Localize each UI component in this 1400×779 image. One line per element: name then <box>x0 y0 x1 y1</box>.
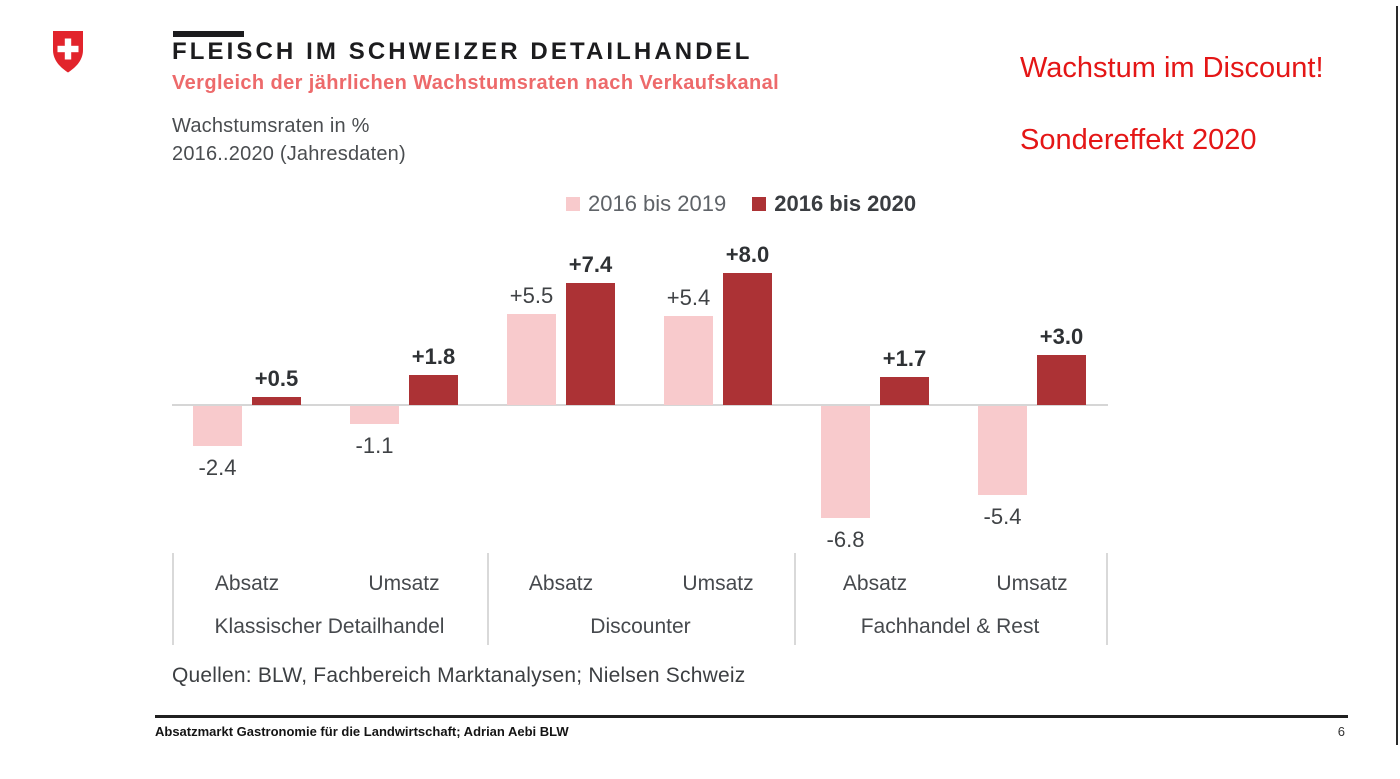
bar-2016-bis-2019-umsatz-3 <box>664 316 713 405</box>
group-label-1: Discounter <box>590 615 691 638</box>
group-divider-3 <box>1106 553 1108 645</box>
bar-value-label: -6.8 <box>826 527 865 552</box>
category-label-umsatz-1: Umsatz <box>368 572 440 595</box>
bar-2016-bis-2020-umsatz-1 <box>409 375 458 405</box>
group-label-0: Klassischer Detailhandel <box>214 615 445 638</box>
page-subtitle: Vergleich der jährlichen Wachstumsraten … <box>172 72 780 94</box>
page-title: FLEISCH IM SCHWEIZER DETAILHANDEL <box>172 38 753 65</box>
category-label-absatz-4: Absatz <box>842 572 908 595</box>
bar-value-label: +1.7 <box>882 346 927 371</box>
bar-2016-bis-2019-umsatz-1 <box>350 406 399 424</box>
y-axis-note: Wachstumsraten in % 2016..2020 (Jahresda… <box>172 112 406 168</box>
bar-value-label: -1.1 <box>355 433 394 458</box>
swiss-coat-of-arms-logo <box>49 29 87 75</box>
group-divider-0 <box>172 553 174 645</box>
category-label-absatz-2: Absatz <box>528 572 594 595</box>
legend-item-2016-2019: 2016 bis 2019 <box>566 191 726 217</box>
page-number: 6 <box>1337 724 1345 739</box>
y-axis-note-line2: 2016..2020 (Jahresdaten) <box>172 143 406 165</box>
right-edge-border <box>1396 6 1398 745</box>
group-divider-2 <box>794 553 796 645</box>
legend-swatch-2016-2019 <box>566 197 580 211</box>
bar-2016-bis-2019-absatz-2 <box>507 314 556 405</box>
category-label-umsatz-5: Umsatz <box>996 572 1068 595</box>
bar-value-label: +5.5 <box>509 283 554 308</box>
source-note: Quellen: BLW, Fachbereich Marktanalysen;… <box>172 664 746 687</box>
bar-2016-bis-2020-absatz-4 <box>880 377 929 405</box>
annotation-wachstum-im-discount: Wachstum im Discount! <box>1020 52 1324 84</box>
legend-item-2016-2020: 2016 bis 2020 <box>752 191 916 217</box>
title-accent-bar <box>173 31 244 37</box>
group-label-2: Fachhandel & Rest <box>860 615 1040 638</box>
annotation-sondereffekt-2020: Sondereffekt 2020 <box>1020 124 1257 156</box>
bar-value-label: +1.8 <box>411 344 456 369</box>
chart-legend: 2016 bis 2019 2016 bis 2020 <box>566 191 916 217</box>
bar-value-label: +3.0 <box>1039 324 1084 349</box>
legend-swatch-2016-2020 <box>752 197 767 211</box>
swiss-cross-icon <box>53 31 83 73</box>
bar-2016-bis-2019-absatz-4 <box>821 406 870 518</box>
bar-value-label: +8.0 <box>725 242 770 267</box>
y-axis-note-line1: Wachstumsraten in % <box>172 115 370 137</box>
bar-value-label: +0.5 <box>254 366 299 391</box>
bar-value-label: -2.4 <box>198 455 237 480</box>
category-label-umsatz-3: Umsatz <box>682 572 754 595</box>
legend-label-2016-2019: 2016 bis 2019 <box>588 191 727 216</box>
bar-2016-bis-2020-absatz-0 <box>252 397 301 405</box>
bar-value-label: -5.4 <box>983 504 1022 529</box>
bar-2016-bis-2020-umsatz-3 <box>723 273 772 405</box>
group-divider-1 <box>487 553 489 645</box>
category-label-absatz-0: Absatz <box>214 572 280 595</box>
legend-label-2016-2020: 2016 bis 2020 <box>774 191 917 216</box>
footer-rule <box>155 715 1348 718</box>
bar-value-label: +5.4 <box>666 285 711 310</box>
bar-2016-bis-2020-umsatz-5 <box>1037 355 1086 405</box>
bar-2016-bis-2019-umsatz-5 <box>978 406 1027 495</box>
bar-value-label: +7.4 <box>568 252 613 277</box>
x-axis-line <box>172 404 1108 406</box>
bar-2016-bis-2019-absatz-0 <box>193 406 242 446</box>
footer-text: Absatzmarkt Gastronomie für die Landwirt… <box>155 724 569 739</box>
bar-2016-bis-2020-absatz-2 <box>566 283 615 405</box>
